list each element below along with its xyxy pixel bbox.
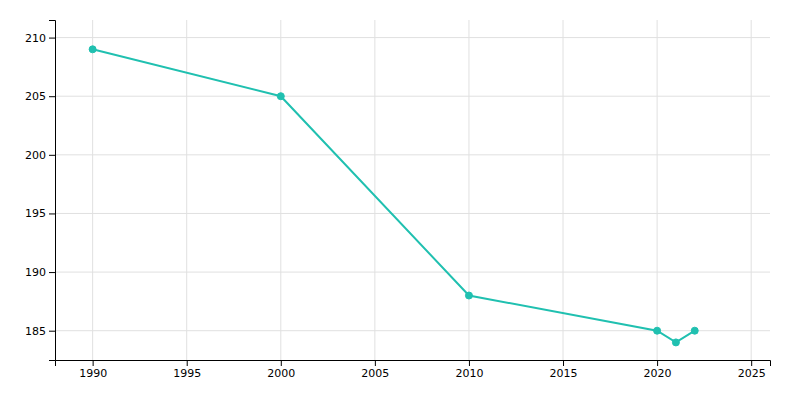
tick-mark <box>469 360 470 366</box>
tick: 195 <box>25 207 55 220</box>
grid-line <box>92 20 93 360</box>
tick: 210 <box>25 32 55 45</box>
point <box>672 339 679 346</box>
line <box>93 49 695 342</box>
tick: 2025 <box>738 360 766 380</box>
grid-line <box>55 96 770 97</box>
tick-label: 2000 <box>267 367 295 380</box>
tick: 190 <box>25 266 55 279</box>
point <box>277 93 284 100</box>
point <box>89 46 96 53</box>
point <box>465 292 472 299</box>
axis-line <box>56 361 771 367</box>
tick-label: 2015 <box>550 367 578 380</box>
axis-line <box>49 21 56 361</box>
tick: 2000 <box>267 360 295 380</box>
grid-line <box>55 330 770 331</box>
tick-mark <box>49 331 55 332</box>
chart: 1990 1995 2000 2005 2010 2015 2020 2025 185 190 19… <box>0 0 800 400</box>
tick-mark <box>49 38 55 39</box>
tick-mark <box>563 360 564 366</box>
tick-label: 2025 <box>738 367 766 380</box>
grid-line <box>751 20 752 360</box>
tick-mark <box>751 360 752 366</box>
tick-label: 200 <box>25 149 46 162</box>
tick-mark <box>375 360 376 366</box>
tick-mark <box>93 360 94 366</box>
tick: 200 <box>25 149 55 162</box>
tick: 2005 <box>361 360 389 380</box>
tick-label: 210 <box>25 32 46 45</box>
point <box>691 327 698 334</box>
tick-label: 1990 <box>79 367 107 380</box>
tick-mark <box>49 213 55 214</box>
tick: 1995 <box>173 360 201 380</box>
tick-label: 195 <box>25 207 46 220</box>
tick: 205 <box>25 90 55 103</box>
grid-line <box>563 20 564 360</box>
grid-line <box>55 154 770 155</box>
grid-line <box>374 20 375 360</box>
tick: 2010 <box>455 360 483 380</box>
tick-label: 2020 <box>644 367 672 380</box>
tick-mark <box>657 360 658 366</box>
tick-mark <box>49 155 55 156</box>
grid-line <box>657 20 658 360</box>
point <box>654 327 661 334</box>
grid-line <box>468 20 469 360</box>
grid <box>55 20 770 360</box>
tick-label: 2005 <box>361 367 389 380</box>
tick-mark <box>49 96 55 97</box>
grid-line <box>55 272 770 273</box>
grid-line <box>55 37 770 38</box>
grid-line <box>186 20 187 360</box>
tick-mark <box>49 272 55 273</box>
tick-mark <box>187 360 188 366</box>
tick-label: 205 <box>25 90 46 103</box>
tick-label: 2010 <box>455 367 483 380</box>
tick-label: 185 <box>25 325 46 338</box>
tick: 1990 <box>79 360 107 380</box>
tick: 2015 <box>550 360 578 380</box>
y-axis: 185 190 195 200 205 210 <box>25 21 56 361</box>
grid-line <box>55 213 770 214</box>
tick: 185 <box>25 325 55 338</box>
plot: 1990 1995 2000 2005 2010 2015 2020 2025 185 190 19… <box>25 20 771 380</box>
tick: 2020 <box>644 360 672 380</box>
grid-line <box>280 20 281 360</box>
marks <box>89 46 698 346</box>
tick-label: 1995 <box>173 367 201 380</box>
tick-label: 190 <box>25 266 46 279</box>
tick-mark <box>281 360 282 366</box>
x-axis: 1990 1995 2000 2005 2010 2015 2020 2025 <box>56 360 771 380</box>
